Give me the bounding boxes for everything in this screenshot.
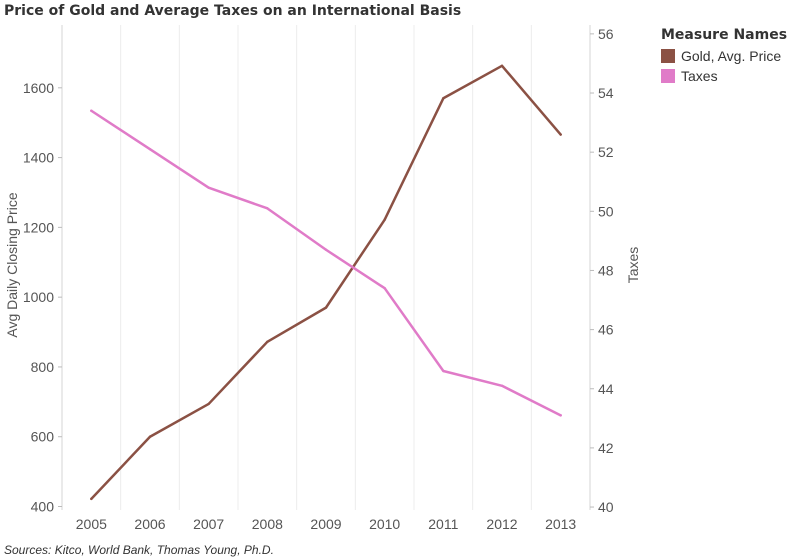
y-tick-label: 1400 <box>23 150 54 166</box>
y-tick-label: 1200 <box>23 219 54 235</box>
y-tick-label: 800 <box>31 359 55 375</box>
data-point[interactable] <box>559 414 562 417</box>
axes: 400 600 800 1000 1200 1400 1600 40 42 44 46 48 50 52 5… <box>23 25 614 532</box>
y2-axis-title: Taxes <box>625 247 641 284</box>
data-point[interactable] <box>383 287 386 290</box>
legend-title: Measure Names <box>661 27 788 43</box>
y2-tick-label: 48 <box>598 262 614 278</box>
grid-lines <box>61 25 591 510</box>
y-tick-label: 400 <box>31 499 55 515</box>
series-lines <box>90 64 562 501</box>
y2-tick-label: 46 <box>598 322 614 338</box>
legend: Measure Names Gold, Avg. Price Taxes <box>661 27 787 86</box>
y2-tick-label: 52 <box>598 144 614 160</box>
x-tick-label: 2012 <box>486 516 517 532</box>
data-point[interactable] <box>266 207 269 210</box>
chart-area: 400 600 800 1000 1200 1400 1600 40 42 44 46 48 50 52 5… <box>4 25 641 532</box>
data-point[interactable] <box>148 435 152 438</box>
data-point[interactable] <box>383 218 386 221</box>
x-tick-label: 2013 <box>545 516 576 532</box>
data-point[interactable] <box>500 384 504 387</box>
y2-tick-label: 50 <box>598 203 614 219</box>
legend-label-taxes: Taxes <box>681 68 718 84</box>
x-tick-label: 2011 <box>428 516 458 532</box>
data-point[interactable] <box>559 133 562 136</box>
x-tick-label: 2009 <box>310 516 341 532</box>
x-tick-label: 2006 <box>134 516 165 532</box>
y-tick-label: 1000 <box>23 289 54 305</box>
y-tick-label: 1600 <box>23 80 54 96</box>
data-point[interactable] <box>500 64 504 68</box>
x-tick-label: 2007 <box>193 516 224 532</box>
legend-item-taxes[interactable]: Taxes <box>661 66 787 86</box>
data-point[interactable] <box>442 97 445 100</box>
source-note: Sources: Kitco, World Bank, Thomas Young… <box>4 543 274 557</box>
data-point[interactable] <box>324 248 328 251</box>
series-line-taxes[interactable] <box>90 109 562 417</box>
y-tick-label: 600 <box>31 429 55 445</box>
legend-label-gold: Gold, Avg. Price <box>681 48 782 64</box>
x-tick-label: 2005 <box>76 516 107 532</box>
x-tick-label: 2008 <box>252 516 283 532</box>
data-point[interactable] <box>207 402 210 406</box>
data-point[interactable] <box>207 186 210 189</box>
data-point[interactable] <box>90 109 93 112</box>
data-point[interactable] <box>324 306 328 309</box>
data-point[interactable] <box>148 148 152 151</box>
y-axis-title: Avg Daily Closing Price <box>4 192 20 337</box>
y2-tick-label: 40 <box>598 499 614 515</box>
legend-swatch-gold <box>661 49 675 63</box>
y2-tick-label: 56 <box>598 26 614 42</box>
y2-tick-label: 42 <box>598 440 614 456</box>
data-point[interactable] <box>442 369 445 373</box>
data-point[interactable] <box>266 340 269 344</box>
y2-tick-label: 44 <box>598 381 614 397</box>
x-tick-label: 2010 <box>369 516 400 532</box>
series-line-gold[interactable] <box>90 64 562 501</box>
chart-title: Price of Gold and Average Taxes on an In… <box>4 3 462 19</box>
legend-item-gold[interactable]: Gold, Avg. Price <box>661 46 787 66</box>
data-point[interactable] <box>90 497 93 501</box>
y2-tick-label: 54 <box>598 85 614 101</box>
legend-swatch-taxes <box>661 69 675 83</box>
